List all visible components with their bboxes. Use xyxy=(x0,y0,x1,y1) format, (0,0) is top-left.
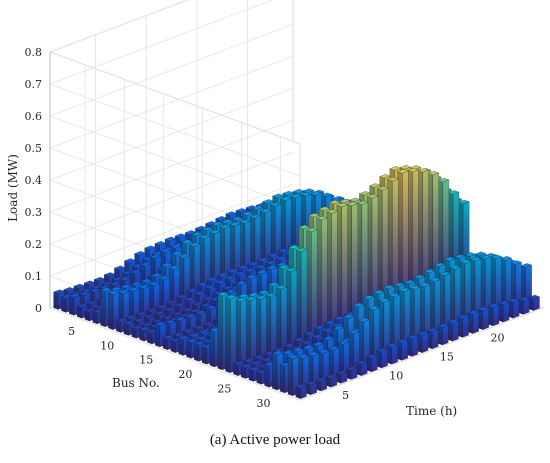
bar-t11-b23 xyxy=(326,209,338,335)
bar-t17-b32 xyxy=(457,314,469,338)
bar-t4-b32 xyxy=(325,374,338,388)
bar-t5-b32 xyxy=(335,370,348,384)
y-tick-label: 20 xyxy=(178,368,192,381)
bar-t6-b31 xyxy=(338,340,350,377)
bar-t9-b23 xyxy=(306,227,318,343)
z-tick-label: 0.3 xyxy=(25,206,43,219)
bar-t7-b32 xyxy=(356,360,368,376)
tick-labels: 0 0.1 0.2 0.3 0.4 0.5 0.6 0.7 0.8 5 10 15 20 25 30 5 10 1… xyxy=(25,46,505,410)
bar-t19-b23 xyxy=(407,167,419,304)
bar-t9-b32 xyxy=(376,348,388,369)
bar-t12-b23 xyxy=(336,202,348,331)
bar-t17-b23 xyxy=(387,176,399,312)
bar-t19-b32 xyxy=(477,306,490,330)
bar-t11-b32 xyxy=(396,338,409,361)
x-tick-label: 5 xyxy=(342,389,349,402)
bar-t6-b32 xyxy=(346,366,358,380)
bar-t21-b23 xyxy=(427,171,440,297)
bar-t7-b23 xyxy=(285,267,298,350)
bar-t22-b32 xyxy=(508,298,520,319)
z-tick-label: 0.2 xyxy=(25,238,43,251)
bar-t4-b23 xyxy=(255,295,267,362)
bar-t2-b32 xyxy=(305,381,318,395)
z-tick-label: 0.8 xyxy=(25,46,43,59)
bar-t6-b23 xyxy=(275,284,288,354)
x-tick-label: 10 xyxy=(389,370,403,383)
x-axis-label: Time (h) xyxy=(406,404,457,418)
y-tick-label: 10 xyxy=(100,339,114,352)
bar-t10-b23 xyxy=(316,215,328,339)
bar-t15-b23 xyxy=(366,194,379,320)
bar-t3-b23 xyxy=(245,296,257,366)
bar-t8-b32 xyxy=(366,354,378,373)
bar-t13-b32 xyxy=(416,331,429,353)
x-tick-label: 15 xyxy=(440,350,454,363)
bars-group xyxy=(53,165,540,399)
y-tick-label: 5 xyxy=(68,325,75,338)
bar-t8-b23 xyxy=(296,247,308,347)
bar-t2-b23 xyxy=(235,297,247,370)
bar3d-chart: 0 0.1 0.2 0.3 0.4 0.5 0.6 0.7 0.8 5 10 15 20 25 30 5 10 1… xyxy=(6,0,545,418)
bar-t23-b32 xyxy=(518,296,530,315)
z-tick-label: 0.6 xyxy=(25,110,43,123)
figure-caption: (a) Active power load xyxy=(209,432,341,448)
z-tick-label: 0 xyxy=(35,302,42,315)
z-axis-label: Load (MW) xyxy=(6,154,20,222)
bar-t18-b31 xyxy=(459,259,472,331)
y-tick-label: 25 xyxy=(217,382,231,395)
bar-t24-b32 xyxy=(528,294,540,311)
bar-t14-b32 xyxy=(427,327,439,350)
y-tick-label: 30 xyxy=(256,397,270,410)
bar-t18-b23 xyxy=(397,169,409,308)
bar-t18-b32 xyxy=(467,310,480,334)
x-tick-label: 20 xyxy=(490,331,504,344)
bar-t16-b32 xyxy=(447,319,459,342)
y-axis-label: Bus No. xyxy=(112,376,160,390)
bar-t14-b23 xyxy=(356,200,369,324)
y-tick-label: 15 xyxy=(139,354,153,367)
bar-t5-b23 xyxy=(265,292,278,358)
bar-t20-b23 xyxy=(417,168,430,301)
bar-t1-b32 xyxy=(295,383,307,399)
bar-t1-b23 xyxy=(225,294,237,373)
bar-t5-b8 xyxy=(148,281,160,315)
bar-t1-b22 xyxy=(217,291,229,371)
z-tick-label: 0.1 xyxy=(25,270,43,283)
bar-t3-b32 xyxy=(315,377,328,392)
bar-t13-b23 xyxy=(346,201,359,327)
z-tick-label: 0.4 xyxy=(25,174,43,187)
bar-t10-b32 xyxy=(386,343,399,365)
bar-t12-b32 xyxy=(406,334,419,357)
z-tick-label: 0.7 xyxy=(25,78,43,91)
bar-t15-b32 xyxy=(437,323,449,346)
bar-t21-b32 xyxy=(497,300,510,323)
bar-t20-b32 xyxy=(487,303,500,327)
z-tick-label: 0.5 xyxy=(25,142,43,155)
